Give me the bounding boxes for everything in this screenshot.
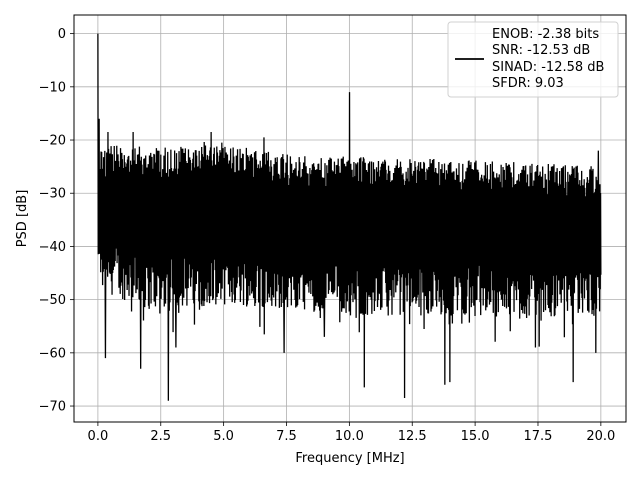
x-tick-label: 12.5: [398, 429, 427, 444]
x-tick-label: 10.0: [335, 429, 364, 444]
legend-box: [447, 21, 619, 98]
ticks: 0.0 2.5 5.0 7.5 10.0 12.5 15.0 17.5 20.0 0 −10 −20 −…: [39, 27, 616, 444]
x-tick-label: 7.5: [276, 429, 297, 444]
x-tick-label: 17.5: [524, 429, 553, 444]
y-tick-label: −30: [39, 187, 66, 202]
x-tick-label: 5.0: [213, 429, 234, 444]
legend: ENOB: -2.38 bits SNR: -12.53 dB SINAD: -…: [447, 21, 619, 98]
y-tick-label: 0: [58, 27, 66, 42]
y-tick-label: −10: [39, 80, 66, 95]
legend-line-enob: ENOB: -2.38 bits: [492, 27, 599, 42]
axes-frame: [73, 14, 627, 423]
x-tick-label: 20.0: [586, 429, 615, 444]
y-tick-label: −40: [39, 240, 66, 255]
x-tick-label: 0.0: [88, 429, 109, 444]
psd-series-line: [97, 33, 602, 401]
legend-line-sfdr: SFDR: 9.03: [492, 76, 564, 91]
y-tick-label: −50: [39, 293, 66, 308]
legend-line-sinad: SINAD: -12.58 dB: [492, 60, 604, 75]
x-tick-label: 2.5: [150, 429, 171, 444]
y-tick-label: −20: [39, 134, 66, 149]
y-axis-label: PSD [dB]: [15, 190, 30, 248]
y-tick-label: −70: [39, 400, 66, 415]
x-tick-label: 15.0: [461, 429, 490, 444]
y-tick-label: −60: [39, 346, 66, 361]
legend-line-snr: SNR: -12.53 dB: [492, 43, 590, 58]
plot-area: [97, 33, 602, 401]
x-axis-label: Frequency [MHz]: [295, 451, 404, 466]
